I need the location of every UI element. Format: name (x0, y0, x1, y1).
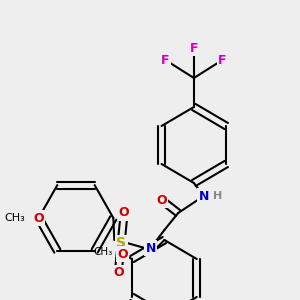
Text: N: N (199, 190, 209, 202)
Text: CH₃: CH₃ (93, 247, 112, 257)
Text: S: S (116, 236, 126, 250)
Text: O: O (113, 266, 124, 280)
Text: F: F (190, 41, 198, 55)
Text: N: N (146, 242, 156, 254)
Text: H: H (213, 191, 222, 201)
Text: F: F (161, 53, 170, 67)
Text: CH₃: CH₃ (4, 213, 25, 223)
Text: O: O (119, 206, 129, 220)
Text: F: F (218, 53, 226, 67)
Text: O: O (156, 194, 167, 206)
Text: O: O (33, 212, 44, 224)
Text: O: O (117, 248, 128, 260)
